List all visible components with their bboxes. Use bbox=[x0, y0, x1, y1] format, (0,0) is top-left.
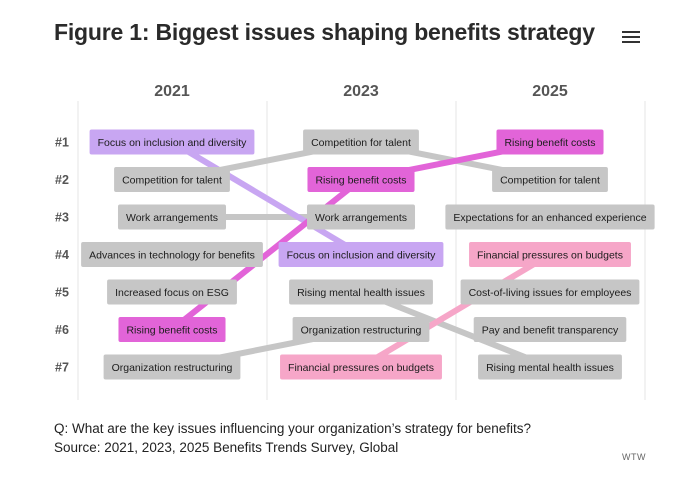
issue-label: Organization restructuring bbox=[301, 324, 422, 336]
menu-icon-bar bbox=[622, 36, 640, 38]
issue-label: Rising benefit costs bbox=[126, 324, 217, 336]
hamburger-menu-icon[interactable] bbox=[622, 31, 640, 45]
rank-label: #6 bbox=[55, 323, 69, 337]
rank-label: #5 bbox=[55, 286, 69, 300]
issue-box bbox=[117, 204, 227, 230]
rank-label: #4 bbox=[55, 248, 69, 262]
rank-label: #2 bbox=[55, 173, 69, 187]
issue-label: Work arrangements bbox=[126, 212, 218, 224]
issue-label: Competition for talent bbox=[311, 137, 411, 149]
issue-label: Competition for talent bbox=[500, 174, 600, 186]
issue-box bbox=[307, 167, 415, 192]
issue-label: Focus on inclusion and diversity bbox=[287, 249, 437, 261]
rank-label: #1 bbox=[55, 136, 69, 150]
issue-box bbox=[292, 317, 430, 342]
year-header: 2021 bbox=[154, 83, 190, 100]
issue-label: Cost-of-living issues for employees bbox=[469, 287, 632, 299]
issue-label: Competition for talent bbox=[122, 174, 222, 186]
issue-label: Organization restructuring bbox=[112, 362, 233, 374]
issue-box bbox=[473, 317, 627, 342]
issue-box bbox=[469, 242, 631, 267]
year-header: 2025 bbox=[532, 83, 568, 100]
issue-box bbox=[114, 167, 230, 192]
issue-box bbox=[303, 129, 419, 155]
rank-label: #7 bbox=[55, 361, 69, 375]
year-header: 2023 bbox=[343, 83, 379, 100]
issue-label: Focus on inclusion and diversity bbox=[98, 137, 248, 149]
issue-label: Work arrangements bbox=[315, 212, 407, 224]
issue-box bbox=[107, 279, 237, 305]
issue-box bbox=[492, 167, 608, 192]
chart-title: Figure 1: Biggest issues shaping benefit… bbox=[54, 19, 595, 45]
brand-label: WTW bbox=[622, 452, 646, 462]
issue-label: Expectations for an enhanced experience bbox=[453, 212, 646, 224]
issue-box bbox=[306, 204, 416, 230]
issue-box bbox=[81, 242, 263, 267]
issue-label: Financial pressures on budgets bbox=[288, 362, 434, 374]
issue-label: Rising benefit costs bbox=[315, 174, 406, 186]
issue-label: Financial pressures on budgets bbox=[477, 249, 623, 261]
issue-label: Rising benefit costs bbox=[504, 137, 595, 149]
issue-box bbox=[103, 354, 241, 380]
issue-label: Advances in technology for benefits bbox=[89, 249, 255, 261]
menu-icon-bar bbox=[622, 41, 640, 43]
bump-chart: 2021 2023 2025 #1 #2 #3 #4 #5 #6 #7 Focus on inclu… bbox=[55, 83, 655, 400]
issue-box bbox=[496, 129, 604, 155]
issue-box bbox=[445, 204, 655, 230]
survey-question: Q: What are the key issues influencing y… bbox=[54, 421, 532, 436]
issue-label: Rising mental health issues bbox=[486, 362, 614, 374]
issue-box bbox=[478, 354, 622, 380]
issue-box bbox=[118, 317, 226, 342]
issue-box bbox=[289, 279, 433, 305]
menu-icon-bar bbox=[622, 31, 640, 33]
source-note: Source: 2021, 2023, 2025 Benefits Trends… bbox=[54, 440, 399, 455]
issue-box bbox=[278, 242, 444, 267]
connector-line bbox=[169, 139, 364, 258]
issue-label: Increased focus on ESG bbox=[115, 287, 229, 299]
issue-box bbox=[89, 129, 255, 155]
connector-line bbox=[358, 251, 553, 370]
rank-label: #3 bbox=[55, 211, 69, 225]
issue-label: Rising mental health issues bbox=[297, 287, 425, 299]
issue-box bbox=[280, 354, 442, 380]
issue-box bbox=[460, 279, 640, 305]
issue-label: Pay and benefit transparency bbox=[482, 324, 619, 336]
